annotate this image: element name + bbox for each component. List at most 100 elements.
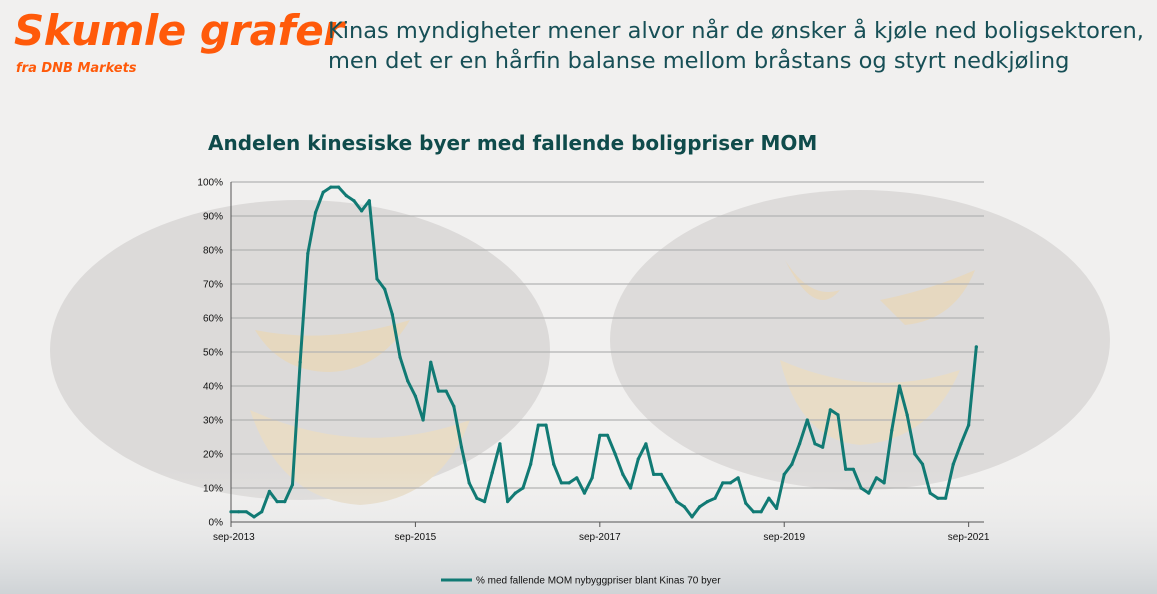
data-point	[959, 442, 963, 446]
data-point	[874, 476, 879, 480]
brand-subtitle: fra DNB Markets	[16, 61, 137, 76]
data-point	[797, 442, 802, 446]
data-point	[652, 472, 656, 476]
data-point	[882, 481, 886, 485]
data-point	[298, 360, 302, 364]
y-tick-label: 80%	[203, 246, 223, 257]
data-point	[659, 472, 663, 476]
data-point	[421, 418, 425, 422]
data-point	[275, 500, 279, 504]
data-point	[521, 486, 525, 490]
data-point	[628, 486, 633, 490]
x-axis-tick-labels: sep-2013 sep-2015 sep-2017 sep-2019 sep-2021	[213, 532, 990, 543]
data-point	[475, 496, 479, 500]
data-point	[836, 413, 840, 417]
data-point	[582, 491, 587, 495]
data-point	[575, 476, 579, 480]
data-point	[920, 462, 925, 466]
data-point	[375, 277, 379, 281]
data-point	[290, 483, 295, 487]
data-point	[667, 486, 671, 490]
data-point	[936, 496, 940, 500]
data-point	[244, 510, 248, 514]
x-tick-label: sep-2017	[579, 532, 621, 543]
data-point	[490, 471, 494, 475]
data-point	[605, 433, 610, 437]
legend: % med fallende MOM nybyggpriser blant Ki…	[441, 576, 721, 587]
data-point	[336, 185, 341, 189]
y-tick-label: 100%	[197, 178, 223, 189]
data-point	[897, 384, 902, 388]
data-point	[544, 423, 548, 427]
data-point	[774, 506, 779, 510]
data-point	[844, 467, 848, 471]
chart-title: Andelen kinesiske byer med fallende boli…	[208, 131, 818, 155]
data-point	[306, 251, 310, 255]
data-point	[260, 510, 264, 514]
data-point	[367, 199, 371, 203]
x-tick-label: sep-2019	[763, 532, 805, 543]
legend-label: % med fallende MOM nybyggpriser blant Ki…	[476, 576, 721, 587]
y-axis-tick-labels: 0% 10% 20% 30% 40% 50% 60% 70% 80% 90% 100%	[197, 178, 223, 529]
data-point	[267, 489, 272, 493]
data-point	[621, 472, 625, 476]
data-point	[452, 404, 456, 408]
data-point	[790, 462, 794, 466]
data-point	[759, 510, 763, 514]
data-point	[690, 515, 694, 519]
data-point	[890, 428, 894, 432]
data-point	[406, 379, 410, 383]
data-point	[444, 389, 448, 393]
data-point	[398, 355, 402, 359]
data-point	[675, 500, 679, 504]
y-tick-label: 90%	[203, 212, 223, 223]
data-point	[360, 209, 364, 213]
data-point	[529, 462, 533, 466]
data-point	[828, 408, 832, 412]
data-point	[321, 190, 325, 194]
data-point	[482, 500, 487, 504]
data-point	[413, 394, 418, 398]
x-tick-label: sep-2021	[948, 532, 990, 543]
data-point	[813, 442, 817, 446]
data-point	[590, 476, 594, 480]
data-point	[728, 481, 733, 485]
data-point	[744, 501, 748, 505]
y-tick-label: 0%	[209, 518, 224, 529]
data-point	[751, 510, 756, 514]
data-point	[736, 476, 740, 480]
data-point	[705, 500, 709, 504]
data-point	[682, 505, 686, 509]
data-point	[767, 496, 771, 500]
y-tick-label: 40%	[203, 382, 223, 393]
data-point	[905, 413, 909, 417]
data-point	[913, 452, 917, 456]
data-point	[974, 345, 978, 349]
data-point	[613, 452, 617, 456]
data-point	[459, 445, 464, 449]
data-point	[967, 423, 971, 427]
data-point	[721, 481, 725, 485]
data-point	[713, 496, 717, 500]
data-point	[536, 423, 540, 427]
data-point	[229, 510, 233, 514]
series-layer	[229, 185, 978, 519]
data-point	[513, 491, 517, 495]
data-point	[859, 486, 863, 490]
data-point	[928, 491, 932, 495]
data-point	[698, 505, 702, 509]
data-point	[644, 442, 648, 446]
y-tick-label: 60%	[203, 314, 223, 325]
data-point	[390, 313, 394, 317]
y-tick-label: 10%	[203, 484, 223, 495]
y-tick-label: 50%	[203, 348, 223, 359]
brand-title: Skumle grafer	[14, 6, 344, 55]
data-point	[283, 500, 287, 504]
data-point	[821, 445, 825, 449]
data-point	[598, 433, 602, 437]
data-point	[782, 472, 786, 476]
data-point	[506, 500, 510, 504]
y-tick-label: 20%	[203, 450, 223, 461]
